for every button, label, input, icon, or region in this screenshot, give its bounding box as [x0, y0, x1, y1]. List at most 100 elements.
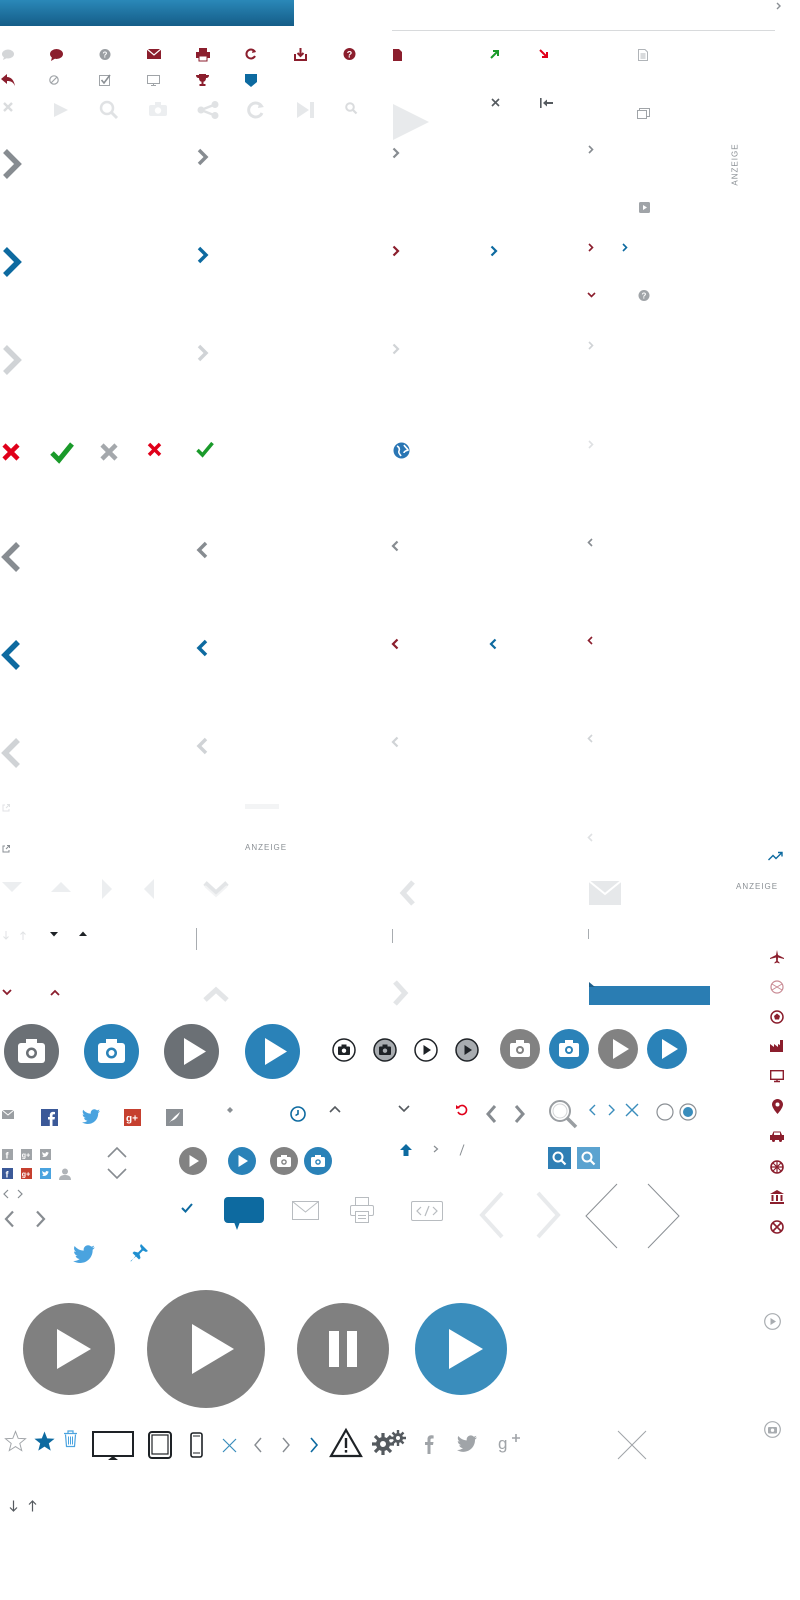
camera-circle-filled-small-button[interactable]: [373, 1038, 397, 1062]
chevron-down-outline-icon[interactable]: [107, 1168, 127, 1180]
chevron-left-large-light-icon[interactable]: [1, 737, 21, 769]
play-circle-blue-button[interactable]: [245, 1024, 300, 1079]
collapse-left-icon[interactable]: [540, 98, 553, 108]
play-circle-outline-small-button[interactable]: [414, 1038, 438, 1062]
play-circle-xlarge-gray-button[interactable]: [147, 1290, 265, 1408]
chevron-right-medium-gray-icon[interactable]: [197, 148, 209, 166]
twitter-tiny-gray-icon[interactable]: [40, 1149, 51, 1160]
external-link-light-icon[interactable]: [2, 804, 10, 812]
question-bubble-icon[interactable]: ?: [99, 49, 111, 61]
chevron-left-embossed-icon[interactable]: [398, 880, 416, 906]
print-outline-icon[interactable]: [350, 1197, 374, 1223]
twitter-bird-icon[interactable]: [82, 1109, 100, 1124]
pin-icon[interactable]: [130, 1244, 148, 1262]
feather-square-icon[interactable]: [166, 1109, 183, 1126]
download-icon[interactable]: [294, 48, 307, 61]
arrow-down-faint-icon[interactable]: [3, 931, 9, 940]
cross-red-icon[interactable]: [1, 442, 21, 462]
search-button-light[interactable]: [577, 1147, 600, 1169]
play-circle-large-blue-button[interactable]: [415, 1303, 507, 1395]
play-circle-outline-icon[interactable]: [764, 1313, 781, 1330]
document-outline-icon[interactable]: [638, 49, 648, 61]
map-pin-icon[interactable]: [772, 1099, 783, 1114]
speech-bubble-icon[interactable]: [50, 49, 63, 61]
no-entry-icon[interactable]: [770, 1220, 784, 1234]
external-link-icon[interactable]: [2, 845, 10, 853]
refresh-icon[interactable]: [245, 48, 257, 60]
chevron-right-tiny-light-icon[interactable]: [588, 341, 594, 350]
chevron-left-tiny-gray-icon[interactable]: [587, 538, 593, 547]
chevron-down-embossed-icon[interactable]: [203, 880, 229, 898]
monitor-icon[interactable]: [147, 75, 160, 86]
chevron-down-small-red-icon[interactable]: [2, 989, 12, 996]
question-bubble-small-icon[interactable]: ?: [638, 290, 650, 302]
chevron-right-small-blue-icon[interactable]: [490, 245, 498, 257]
close-large-thin-icon[interactable]: [617, 1430, 647, 1460]
trash-icon[interactable]: [63, 1430, 78, 1448]
camera-circle-gray-medium-button[interactable]: [500, 1029, 540, 1069]
triangle-up-icon[interactable]: [51, 881, 71, 892]
caret-up-icon[interactable]: [79, 931, 87, 936]
zoom-icon[interactable]: [99, 100, 119, 120]
camera-circle-blue-small-button[interactable]: [304, 1147, 332, 1175]
chevron-left-small-light-icon[interactable]: [391, 736, 399, 748]
camera-circle-gray-small-button[interactable]: [270, 1147, 298, 1175]
globe-icon[interactable]: [393, 442, 410, 459]
triangle-right-icon[interactable]: [102, 879, 113, 899]
chevron-left-thin-icon[interactable]: [485, 1104, 497, 1124]
twitter-icon[interactable]: [457, 1435, 477, 1452]
reload-icon[interactable]: [247, 101, 265, 119]
cross-red-small-icon[interactable]: [147, 442, 162, 457]
close-icon[interactable]: [3, 102, 13, 112]
ball-icon[interactable]: [770, 980, 784, 994]
chevron-right-small-red-icon[interactable]: [392, 245, 400, 257]
video-small-icon[interactable]: [639, 202, 650, 213]
facebook-icon[interactable]: [424, 1434, 434, 1454]
chevron-right-medium-blue-icon[interactable]: [197, 246, 209, 264]
chevron-right-large-thin-icon[interactable]: [647, 1183, 681, 1249]
chevron-up-thin-icon[interactable]: [329, 1105, 341, 1113]
star-filled-icon[interactable]: [33, 1430, 56, 1453]
chevron-up-small-red-icon[interactable]: [50, 989, 60, 996]
google-plus-tiny-icon[interactable]: g+: [21, 1168, 32, 1179]
check-green-small-icon[interactable]: [196, 441, 214, 458]
user-tiny-icon[interactable]: [59, 1168, 71, 1180]
document-icon[interactable]: [393, 49, 402, 61]
search-button-dark[interactable]: [548, 1147, 571, 1169]
check-green-icon[interactable]: [50, 441, 74, 464]
chevron-left-medium-light-icon[interactable]: [196, 737, 208, 755]
share-icon[interactable]: [197, 101, 219, 119]
chevron-down-thin-icon[interactable]: [398, 1105, 410, 1113]
play-circle-blue-medium-button[interactable]: [647, 1029, 687, 1069]
chevron-right-ghost-icon[interactable]: [534, 1190, 562, 1240]
play-circle-gray-button[interactable]: [164, 1024, 219, 1079]
airplane-icon[interactable]: [770, 950, 784, 964]
close-thin-icon[interactable]: [222, 1438, 237, 1453]
chevron-right-thin-blue-icon[interactable]: [309, 1437, 319, 1453]
print-icon[interactable]: [196, 48, 210, 62]
chevron-left-tiny-red-icon[interactable]: [587, 636, 593, 645]
gears-icon[interactable]: [372, 1430, 406, 1455]
chevron-left-small-red-icon[interactable]: [391, 638, 399, 650]
chevron-left-outline-icon[interactable]: [3, 1210, 15, 1228]
chevron-left-tiny-outline-icon[interactable]: [2, 1189, 10, 1199]
chevron-right-tiny-pale-icon[interactable]: [588, 440, 594, 449]
chevron-right-tiny-red-icon[interactable]: [588, 243, 594, 252]
chevron-right-outline-icon[interactable]: [35, 1210, 47, 1228]
chevron-down-tiny-red-icon[interactable]: [587, 292, 596, 298]
mail-icon[interactable]: [146, 48, 162, 59]
twitter-tiny-icon[interactable]: [40, 1168, 51, 1179]
pause-circle-large-gray-button[interactable]: [297, 1303, 389, 1395]
play-circle-gray-medium-button[interactable]: [598, 1029, 638, 1069]
search-icon[interactable]: [345, 102, 358, 115]
google-plus-tiny-gray-icon[interactable]: g+: [21, 1149, 32, 1160]
camera-circle-blue-medium-button[interactable]: [549, 1029, 589, 1069]
block-icon[interactable]: [49, 75, 59, 85]
checkbox-icon[interactable]: [99, 74, 111, 86]
chevron-right-large-gray-icon[interactable]: [2, 148, 22, 180]
chevron-left-large-blue-icon[interactable]: [1, 639, 21, 671]
arrow-down-thin-icon[interactable]: [9, 1500, 18, 1512]
play-large-icon[interactable]: [393, 104, 429, 140]
chevron-right-tiny-blue-icon[interactable]: [622, 243, 628, 252]
aperture-icon[interactable]: [770, 1160, 784, 1174]
